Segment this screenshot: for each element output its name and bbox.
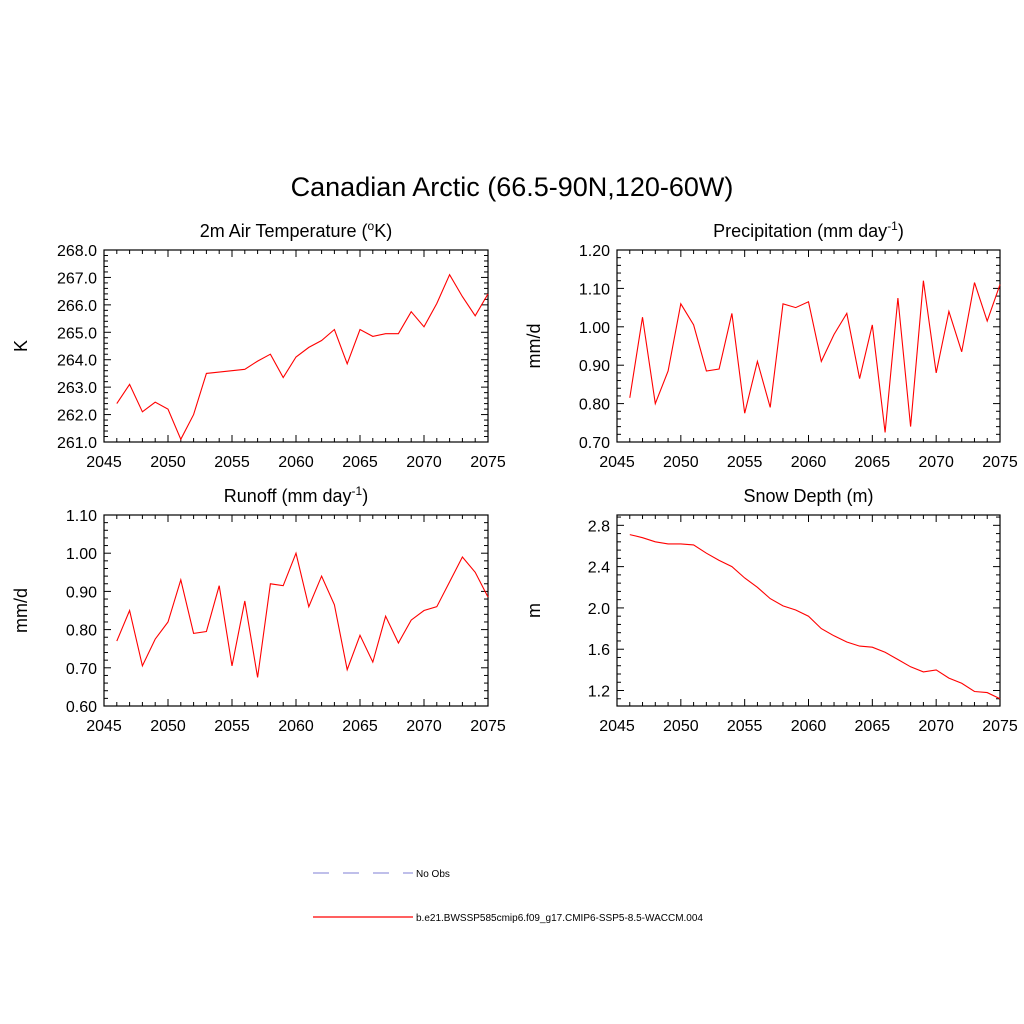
x-tick-label: 2045 (599, 718, 635, 735)
series-line (116, 273, 489, 441)
panel-title-main: Snow Depth (m) (743, 486, 873, 506)
y-tick-label: 1.20 (579, 243, 610, 260)
y-tick-label: 261.0 (57, 435, 97, 452)
legend-label-no-obs: No Obs (416, 869, 450, 880)
y-tick-label: 262.0 (57, 408, 97, 425)
x-tick-label: 2055 (214, 718, 250, 735)
x-tick-label: 2075 (470, 454, 506, 471)
panel-title-tail: ) (362, 486, 368, 506)
plot-frame (616, 249, 1001, 443)
x-tick-label: 2050 (150, 718, 186, 735)
series-line (629, 534, 1001, 700)
panel-title: Precipitation (mm day-1) (713, 219, 904, 241)
y-tick-label: 268.0 (57, 243, 97, 260)
x-tick-label: 2060 (278, 718, 314, 735)
x-tick-label: 2075 (982, 718, 1018, 735)
panel-title-main: Precipitation (mm day (713, 221, 887, 241)
panel-runoff: Runoff (mm day-1) mm/d 2045 2050 2055 2060 206… (11, 484, 506, 735)
y-tick-label: 2.0 (588, 601, 610, 618)
x-tick-label: 2065 (855, 718, 891, 735)
panel-title-main: 2m Air Temperature ( (200, 221, 368, 241)
panel-title-superscript: -1 (352, 484, 363, 498)
x-tick-label: 2055 (727, 454, 763, 471)
x-tick-label: 2050 (663, 454, 699, 471)
panel-title-main: Runoff (mm day (224, 486, 352, 506)
y-tick-label: 0.90 (66, 584, 97, 601)
panel-title-tail: K) (374, 221, 392, 241)
legend: No Obs b.e21.BWSSP585cmip6.f09_g17.CMIP6… (313, 869, 703, 924)
x-tick-label: 2055 (727, 718, 763, 735)
plot-frame (103, 514, 489, 707)
y-tick-label: 0.90 (579, 358, 610, 375)
y-axis-label: m (524, 603, 544, 618)
figure-title: Canadian Arctic (66.5-90N,120-60W) (291, 172, 734, 202)
y-tick-label: 1.6 (588, 642, 610, 659)
y-axis-label: mm/d (11, 588, 31, 633)
y-tick-label: 0.70 (66, 661, 97, 678)
x-tick-label: 2045 (599, 454, 635, 471)
x-tick-label: 2065 (342, 454, 378, 471)
y-tick-label: 2.4 (588, 560, 610, 577)
series-line (629, 280, 1001, 433)
y-tick-label: 267.0 (57, 270, 97, 287)
panel-title-superscript: -1 (887, 219, 898, 233)
y-tick-label: 265.0 (57, 325, 97, 342)
panel-temperature: 2m Air Temperature (oK) K 2045 2050 2055 2060… (11, 219, 506, 471)
x-tick-label: 2070 (918, 454, 954, 471)
panel-precipitation: Precipitation (mm day-1) mm/d 2045 2050 2055… (524, 219, 1018, 471)
x-tick-label: 2075 (470, 718, 506, 735)
series-line (116, 551, 489, 678)
panel-title: 2m Air Temperature (oK) (200, 219, 392, 241)
y-tick-label: 1.2 (588, 684, 610, 701)
x-tick-label: 2075 (982, 454, 1018, 471)
x-tick-label: 2065 (342, 718, 378, 735)
y-tick-label: 0.60 (66, 699, 97, 716)
y-tick-label: 1.00 (579, 320, 610, 337)
panel-title-tail: ) (898, 221, 904, 241)
y-tick-label: 1.00 (66, 546, 97, 563)
x-tick-label: 2050 (663, 718, 699, 735)
legend-label-model-run: b.e21.BWSSP585cmip6.f09_g17.CMIP6-SSP5-8… (416, 913, 703, 924)
panel-title-superscript: o (368, 219, 375, 233)
x-tick-label: 2060 (791, 718, 827, 735)
y-tick-label: 1.10 (579, 281, 610, 298)
y-tick-label: 0.80 (66, 623, 97, 640)
x-tick-label: 2065 (855, 454, 891, 471)
y-tick-label: 266.0 (57, 298, 97, 315)
panels: 2m Air Temperature (oK) K 2045 2050 2055 2060… (11, 219, 1018, 735)
x-tick-label: 2070 (406, 454, 442, 471)
y-tick-label: 0.80 (579, 397, 610, 414)
x-tick-label: 2060 (791, 454, 827, 471)
x-tick-label: 2045 (86, 454, 122, 471)
x-tick-label: 2045 (86, 718, 122, 735)
y-tick-label: 264.0 (57, 353, 97, 370)
x-tick-label: 2050 (150, 454, 186, 471)
x-tick-label: 2070 (918, 718, 954, 735)
x-tick-label: 2055 (214, 454, 250, 471)
panel-snow-depth: Snow Depth (m) m 2045 2050 2055 2060 2065 2070 2… (524, 486, 1018, 735)
y-axis-label: mm/d (524, 324, 544, 369)
y-tick-label: 1.10 (66, 508, 97, 525)
plot-frame (103, 249, 489, 443)
y-axis-label: K (11, 340, 31, 352)
panel-title: Snow Depth (m) (743, 486, 873, 506)
y-tick-label: 263.0 (57, 380, 97, 397)
panel-title: Runoff (mm day-1) (224, 484, 368, 506)
x-tick-label: 2060 (278, 454, 314, 471)
y-tick-label: 2.8 (588, 518, 610, 535)
x-tick-label: 2070 (406, 718, 442, 735)
y-tick-label: 0.70 (579, 435, 610, 452)
